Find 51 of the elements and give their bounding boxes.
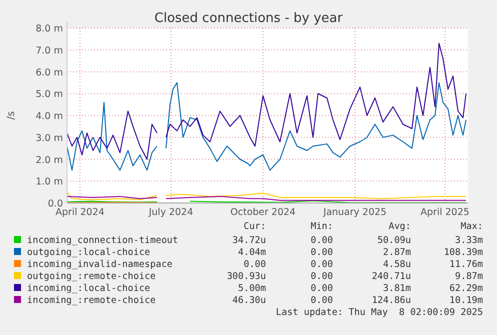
y-tick-label: 3.0 m: [36, 132, 63, 144]
text: 2.87m: [383, 247, 412, 258]
text: 4.04m: [238, 247, 266, 258]
x-tick-label: July 2024: [148, 207, 194, 218]
text: Max:: [460, 221, 483, 232]
text: Avg:: [388, 221, 411, 232]
y-tick-label: 5.0 m: [36, 89, 63, 100]
x-tick-label: January 2025: [322, 207, 387, 218]
text: 0.00: [310, 295, 333, 306]
text: 5.00m: [238, 283, 266, 294]
text: Cur:: [244, 221, 266, 232]
text: 62.29m: [449, 283, 484, 294]
text: 4.58u: [383, 259, 411, 270]
text: 10.19m: [449, 295, 484, 306]
text: 0.00: [244, 259, 266, 270]
y-tick-label: 6.0 m: [36, 67, 63, 78]
legend-label: outgoing_:remote-choice: [27, 271, 156, 282]
text: 3.33m: [455, 235, 484, 246]
text: 50.09u: [377, 235, 411, 246]
legend-label: incoming_:local-choice: [27, 283, 151, 294]
y-tick-label: 8.0 m: [36, 24, 63, 34]
text: Last update: Thu May 8 02:00:09 2025: [276, 307, 483, 318]
text: 300.93u: [226, 271, 266, 282]
x-tick-label: April 2025: [420, 207, 470, 218]
text: 9.87m: [455, 271, 484, 282]
text: 0.00: [310, 283, 333, 294]
text: 0.00: [310, 235, 333, 246]
text: 11.76m: [449, 259, 484, 270]
text: 0.00: [310, 271, 333, 282]
text: Min:: [310, 221, 333, 232]
x-tick-label: October 2024: [230, 207, 296, 218]
legend-label: outgoing_:local-choice: [27, 247, 151, 258]
chart-title: Closed connections - by year: [154, 11, 344, 26]
text: 0.00: [310, 259, 333, 270]
legend-label: incoming_:remote-choice: [27, 295, 156, 306]
y-tick-label: 2.0 m: [36, 154, 63, 166]
text: 3.81m: [383, 283, 412, 294]
y-axis-title: /s: [6, 111, 17, 120]
legend-label: incoming_invalid-namespace: [27, 259, 173, 270]
text: 240.71u: [372, 271, 411, 282]
text: 124.86u: [372, 295, 411, 306]
text: 34.72u: [232, 235, 266, 246]
x-tick-label: April 2024: [56, 207, 104, 218]
text: 108.39m: [444, 247, 484, 258]
y-tick-label: 7.0 m: [36, 45, 63, 56]
text: 0.00: [310, 247, 333, 258]
y-tick-label: 4.0 m: [36, 111, 63, 122]
text: 46.30u: [232, 295, 266, 306]
y-tick-label: 1.0 m: [36, 176, 63, 188]
y-tick-label: 0.0: [48, 198, 63, 210]
legend-label: incoming_connection-timeout: [27, 235, 178, 246]
